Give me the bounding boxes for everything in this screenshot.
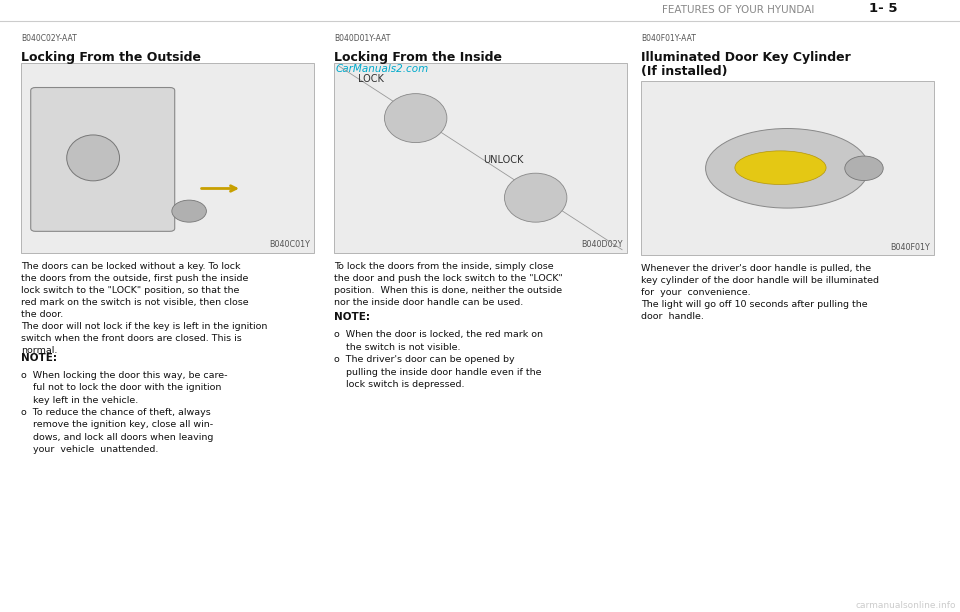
Text: NOTE:: NOTE: bbox=[334, 312, 370, 322]
Text: Whenever the driver's door handle is pulled, the
key cylinder of the door handle: Whenever the driver's door handle is pul… bbox=[641, 264, 879, 321]
Ellipse shape bbox=[505, 173, 566, 222]
FancyBboxPatch shape bbox=[31, 88, 175, 231]
Text: To lock the doors from the inside, simply close
the door and push the lock switc: To lock the doors from the inside, simpl… bbox=[334, 262, 563, 307]
Ellipse shape bbox=[66, 135, 120, 181]
FancyBboxPatch shape bbox=[641, 81, 934, 255]
Circle shape bbox=[845, 156, 883, 181]
Text: B040D02Y: B040D02Y bbox=[582, 240, 623, 249]
Text: (If installed): (If installed) bbox=[641, 65, 728, 78]
FancyBboxPatch shape bbox=[21, 63, 314, 253]
Text: B040F01Y-AAT: B040F01Y-AAT bbox=[641, 34, 696, 43]
Text: B040F01Y: B040F01Y bbox=[891, 242, 930, 252]
Text: The doors can be locked without a key. To lock
the doors from the outside, first: The doors can be locked without a key. T… bbox=[21, 262, 268, 354]
Ellipse shape bbox=[706, 129, 869, 208]
Ellipse shape bbox=[735, 151, 826, 184]
Text: o  When the door is locked, the red mark on
    the switch is not visible.
o  Th: o When the door is locked, the red mark … bbox=[334, 330, 543, 389]
Circle shape bbox=[172, 200, 206, 222]
Text: o  When locking the door this way, be care-
    ful not to lock the door with th: o When locking the door this way, be car… bbox=[21, 371, 228, 454]
Text: B040D01Y-AAT: B040D01Y-AAT bbox=[334, 34, 391, 43]
Text: carmanualsonline.info: carmanualsonline.info bbox=[855, 600, 956, 610]
Text: Locking From the Outside: Locking From the Outside bbox=[21, 51, 202, 64]
Text: CarManuals2.com: CarManuals2.com bbox=[336, 64, 429, 74]
Text: Locking From the Inside: Locking From the Inside bbox=[334, 51, 502, 64]
Text: NOTE:: NOTE: bbox=[21, 353, 58, 362]
Text: UNLOCK: UNLOCK bbox=[483, 155, 523, 165]
Text: LOCK: LOCK bbox=[358, 74, 384, 84]
Text: 1- 5: 1- 5 bbox=[869, 2, 898, 15]
FancyBboxPatch shape bbox=[334, 63, 627, 253]
Text: Illuminated Door Key Cylinder: Illuminated Door Key Cylinder bbox=[641, 51, 851, 64]
Text: B040C02Y-AAT: B040C02Y-AAT bbox=[21, 34, 77, 43]
Text: FEATURES OF YOUR HYUNDAI: FEATURES OF YOUR HYUNDAI bbox=[662, 6, 815, 15]
Ellipse shape bbox=[384, 94, 446, 143]
Text: B040C01Y: B040C01Y bbox=[269, 240, 310, 249]
